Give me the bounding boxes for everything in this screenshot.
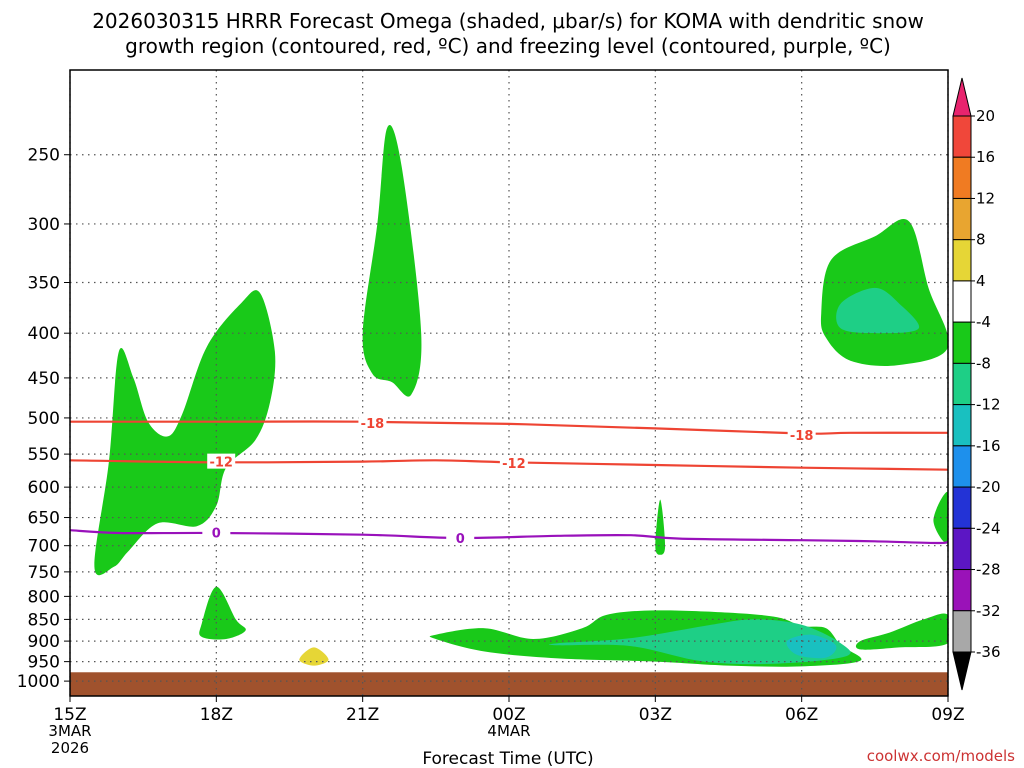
omega-region-3 — [836, 287, 920, 334]
colorbar-label-12: -32 — [976, 602, 1001, 620]
x-axis-title: Forecast Time (UTC) — [422, 749, 593, 768]
x-tick-label-09Z: 09Z — [931, 705, 964, 725]
colorbar-label-1: 16 — [976, 148, 995, 166]
y-tick-label-900: 900 — [28, 632, 60, 652]
y-tick-label-450: 450 — [28, 369, 60, 389]
omega-region-7 — [299, 647, 329, 666]
omega-region-5 — [655, 499, 666, 555]
colorbar-segment-1 — [952, 156, 972, 199]
y-tick-label-500: 500 — [28, 409, 60, 429]
colorbar-label-3: 8 — [976, 231, 986, 249]
y-tick-label-250: 250 — [28, 146, 60, 166]
y-tick-label-400: 400 — [28, 324, 60, 344]
isotherm-contours: -18 -18 -12 -12 0 0 — [70, 415, 948, 547]
omega-region-9 — [548, 619, 851, 665]
x-tick-label-21Z: 21Z — [346, 705, 379, 725]
y-tick-label-850: 850 — [28, 610, 60, 630]
isotherm--18 — [70, 420, 948, 435]
colorbar-label-0: 20 — [976, 107, 995, 125]
x-tick-sublabel: 4MAR — [487, 722, 530, 740]
colorbar-label-2: 12 — [976, 189, 995, 207]
x-tick-label-03Z: 03Z — [639, 705, 672, 725]
isotherm-label-bg — [207, 453, 236, 469]
colorbar-label-7: -12 — [976, 396, 1001, 414]
chart-title-line1: 2026030315 HRRR Forecast Omega (shaded, … — [92, 9, 924, 33]
omega-region-1 — [362, 125, 422, 397]
omega-region-0 — [94, 290, 276, 576]
credit-text: coolwx.com/models — [867, 747, 1015, 765]
ground-layer — [70, 672, 948, 696]
colorbar-label-9: -20 — [976, 478, 1001, 496]
colorbar-label-8: -16 — [976, 437, 1001, 455]
colorbar-segment-4 — [952, 280, 972, 323]
colorbar-label-13: -36 — [976, 643, 1001, 661]
x-tick-sublabel: 3MAR — [48, 722, 91, 740]
isotherm-label-bg — [499, 454, 528, 470]
isotherm-label--12-0: -12 — [209, 456, 233, 471]
colorbar-label-5: -4 — [976, 313, 991, 331]
isotherm-label--12-1: -12 — [502, 457, 526, 472]
colorbar-label-6: -8 — [976, 354, 991, 372]
colorbar-segment-7 — [952, 404, 972, 447]
colorbar-segment-9 — [952, 486, 972, 529]
y-tick-label-550: 550 — [28, 445, 60, 465]
isotherm-label--18-1: -18 — [790, 429, 814, 444]
y-tick-label-300: 300 — [28, 215, 60, 235]
y-tick-label-1000: 1000 — [17, 672, 60, 692]
isotherm-label-bg — [787, 426, 816, 442]
colorbar-segment-6 — [952, 362, 972, 406]
colorbar-segment-0 — [952, 115, 972, 158]
isotherm-label-0-1: 0 — [456, 532, 465, 547]
ground-fill — [70, 672, 948, 696]
isotherm-label-bg — [446, 530, 475, 546]
colorbar-label-11: -28 — [976, 561, 1001, 579]
y-tick-label-650: 650 — [28, 509, 60, 529]
colorbar-top-arrow — [952, 77, 972, 117]
omega-region-11 — [855, 613, 948, 650]
omega-colorbar: 20 16 12 8 4 -4 -8 -12 -16 -20 -24 -28 -32 -36 — [952, 77, 1001, 691]
y-tick-label-350: 350 — [28, 273, 60, 293]
colorbar-label-4: 4 — [976, 272, 986, 290]
y-tick-label-750: 750 — [28, 563, 60, 583]
colorbar-segment-8 — [952, 445, 972, 488]
y-tick-label-600: 600 — [28, 478, 60, 498]
x-tick-year: 2026 — [51, 739, 89, 757]
y-axis-pressure: 2503003504004505005506006507007508008509… — [17, 146, 70, 692]
omega-region-10 — [786, 634, 837, 659]
x-tick-label-15Z: 15Z — [53, 705, 86, 725]
colorbar-segment-5 — [952, 321, 972, 364]
chart-title-line2: growth region (contoured, red, ºC) and f… — [125, 34, 891, 58]
x-tick-label-18Z: 18Z — [200, 705, 233, 725]
colorbar-segment-11 — [952, 569, 972, 612]
colorbar-segment-3 — [952, 239, 972, 282]
y-tick-label-800: 800 — [28, 587, 60, 607]
isotherm-label--18-0: -18 — [361, 417, 385, 432]
omega-region-6 — [199, 586, 246, 640]
isotherm-label-bg — [202, 524, 231, 540]
colorbar-label-10: -24 — [976, 519, 1001, 537]
x-tick-label-06Z: 06Z — [785, 705, 818, 725]
colorbar-bottom-arrow — [952, 651, 972, 691]
colorbar-segment-2 — [952, 197, 972, 241]
y-tick-label-950: 950 — [28, 653, 60, 673]
isotherm-label-bg — [358, 415, 387, 431]
omega-shaded-regions — [94, 125, 948, 667]
isotherm-label-0-0: 0 — [212, 526, 221, 541]
colorbar-segment-10 — [952, 527, 972, 571]
x-tick-label-00Z: 00Z — [492, 705, 525, 725]
y-tick-label-700: 700 — [28, 537, 60, 557]
colorbar-segment-12 — [952, 610, 972, 653]
